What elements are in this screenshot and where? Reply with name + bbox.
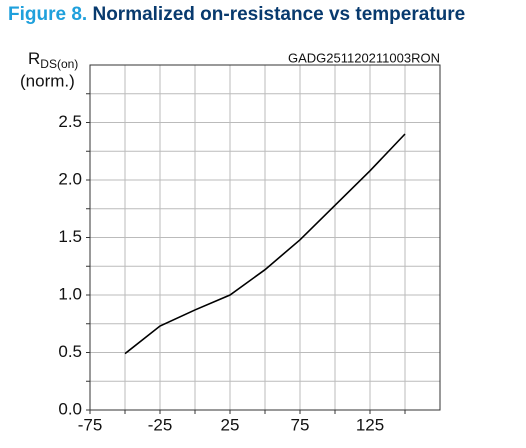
x-tick-label: -25	[148, 415, 173, 434]
chart-title: Figure 8. Normalized on-resistance vs te…	[8, 4, 465, 25]
y-axis-label: RDS(on)	[28, 49, 78, 71]
y-label-subscript: DS(on)	[40, 57, 78, 71]
y-tick-label: 0.5	[58, 342, 82, 361]
x-tick-label: 125	[356, 415, 384, 434]
y-axis-unit: (norm.)	[20, 71, 75, 90]
y-label-symbol: R	[28, 49, 40, 68]
y-tick-label: 2.0	[58, 169, 82, 188]
title-text: Normalized on-resistance vs temperature	[92, 4, 465, 25]
y-tick-label: 2.5	[58, 112, 82, 131]
plot-frame	[89, 64, 441, 411]
y-tick-label: 1.5	[58, 227, 82, 246]
x-tick-label: 25	[221, 415, 240, 434]
x-tick-label: 75	[291, 415, 310, 434]
title-prefix: Figure 8.	[8, 4, 87, 25]
y-tick-label: 0.0	[58, 399, 82, 418]
y-tick-label: 1.0	[58, 284, 82, 303]
annotation: GADG251120211003RON	[288, 50, 440, 65]
x-tick-label: -75	[78, 415, 103, 434]
line-series	[124, 133, 406, 355]
